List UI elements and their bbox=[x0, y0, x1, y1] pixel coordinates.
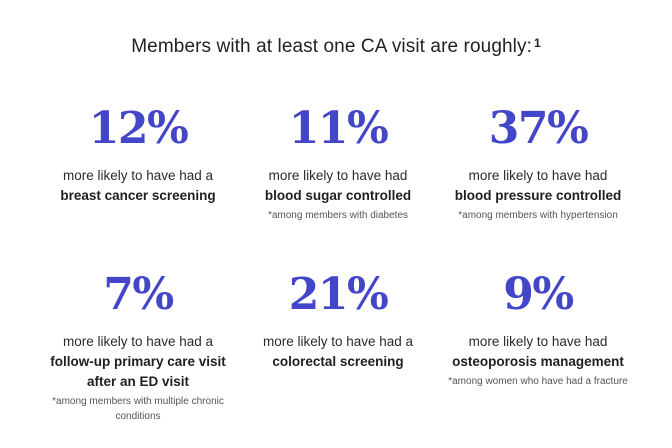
footnote-marker: 1 bbox=[533, 36, 541, 50]
stat-emphasis-text: blood sugar controlled bbox=[264, 188, 412, 203]
stat-breast-cancer-screening: 12% more likely to have had a breast can… bbox=[38, 104, 238, 270]
stat-emphasis-text: blood pressure controlled bbox=[454, 188, 622, 203]
stat-emphasis-text: breast cancer screening bbox=[60, 188, 216, 203]
stat-colorectal-screening: 21% more likely to have had a colorectal… bbox=[238, 270, 438, 440]
stat-lead-text: more likely to have had bbox=[268, 168, 408, 183]
stat-value: 12% bbox=[88, 103, 189, 154]
stat-footnote: *among members with hypertension bbox=[458, 210, 618, 221]
stats-grid: 12% more likely to have had a breast can… bbox=[38, 104, 638, 440]
stat-emphasis-text: colorectal screening bbox=[272, 354, 404, 369]
stat-lead-text: more likely to have had a bbox=[262, 334, 414, 349]
stat-value: 21% bbox=[288, 269, 389, 320]
stat-footnote: *among members with multiple chronic con… bbox=[52, 396, 224, 422]
stat-lead-text: more likely to have had a bbox=[62, 334, 214, 349]
stat-emphasis-text: follow-up primary care visit bbox=[50, 354, 226, 369]
page-headline: Members with at least one CA visit are r… bbox=[0, 36, 672, 58]
stat-value: 9% bbox=[503, 269, 574, 320]
stat-lead-text: more likely to have had a bbox=[62, 168, 214, 183]
stat-emphasis-text: after an ED visit bbox=[86, 374, 190, 389]
stat-footnote: *among members with diabetes bbox=[267, 210, 409, 221]
stat-value: 37% bbox=[488, 103, 589, 154]
stat-blood-sugar-controlled: 11% more likely to have had blood sugar … bbox=[238, 104, 438, 270]
stat-follow-up-primary-care: 7% more likely to have had a follow-up p… bbox=[38, 270, 238, 440]
stat-emphasis-text: osteoporosis management bbox=[452, 354, 624, 369]
stat-lead-text: more likely to have had bbox=[468, 334, 608, 349]
stat-osteoporosis-management: 9% more likely to have had osteoporosis … bbox=[438, 270, 638, 440]
headline-text: Members with at least one CA visit are r… bbox=[131, 36, 532, 57]
stat-value: 11% bbox=[288, 103, 389, 154]
stat-blood-pressure-controlled: 37% more likely to have had blood pressu… bbox=[438, 104, 638, 270]
stat-lead-text: more likely to have had bbox=[468, 168, 608, 183]
stat-footnote: *among women who have had a fracture bbox=[448, 376, 628, 387]
stat-value: 7% bbox=[103, 269, 174, 320]
